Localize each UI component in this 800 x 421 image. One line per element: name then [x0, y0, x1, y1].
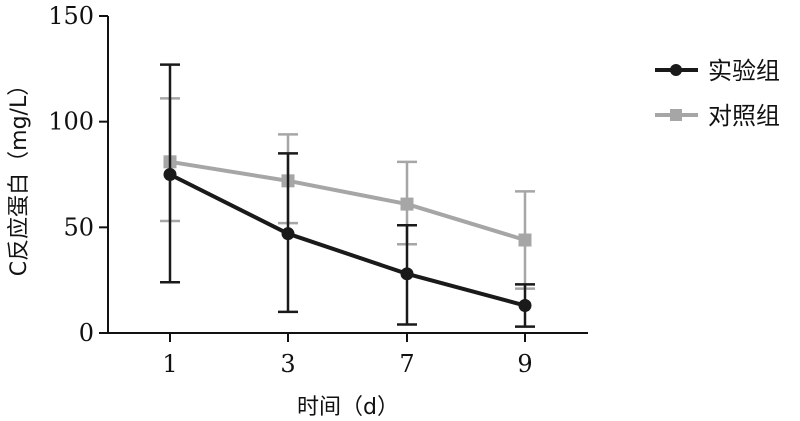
series-line — [169, 159, 526, 242]
x-tick-label: 9 — [517, 350, 532, 378]
data-point — [518, 233, 532, 247]
y-tick-label: 50 — [63, 213, 94, 241]
plot-area — [160, 63, 535, 328]
series-line — [169, 172, 526, 308]
data-point — [400, 197, 414, 211]
legend-label-series-1: 实验组 — [708, 57, 780, 85]
series-1 — [160, 63, 535, 328]
data-point — [518, 299, 532, 313]
data-point — [163, 168, 177, 181]
y-tick-label: 100 — [48, 108, 94, 136]
legend-marker-series-2 — [670, 109, 682, 121]
x-tick-label: 1 — [162, 350, 177, 378]
x-ticks: 1 3 7 9 — [162, 333, 533, 378]
x-tick-label: 3 — [280, 350, 295, 378]
y-tick-label: 0 — [79, 319, 94, 347]
y-ticks: 0 50 100 150 — [48, 2, 108, 347]
data-point — [400, 267, 414, 281]
x-axis-title: 时间（d） — [297, 395, 399, 420]
series-2 — [160, 97, 535, 290]
legend-label-series-2: 对照组 — [708, 102, 780, 130]
y-tick-label: 150 — [48, 2, 94, 30]
x-tick-label: 7 — [399, 350, 414, 378]
legend: 实验组 对照组 — [655, 57, 780, 130]
y-axis-title: C反应蛋白（mg/L） — [7, 74, 32, 276]
data-point — [281, 227, 295, 241]
legend-marker-series-1 — [670, 64, 682, 76]
